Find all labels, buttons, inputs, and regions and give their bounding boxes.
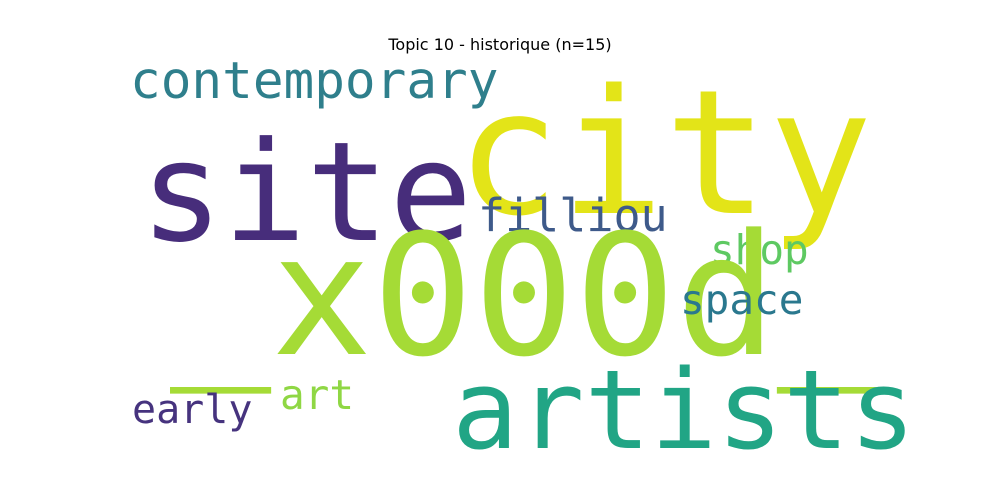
word-x000d: _x000d_ — [170, 198, 879, 394]
word-city: city — [456, 52, 873, 254]
word-filliou: filliou — [478, 189, 668, 242]
word-site: site — [140, 112, 473, 273]
chart-title: Topic 10 - historique (n=15) — [388, 35, 612, 54]
word-early: early — [132, 387, 253, 433]
word-space: space — [680, 276, 804, 324]
word-artists: artists — [452, 346, 916, 474]
word-shop: shop — [710, 226, 809, 274]
word-art: art — [280, 371, 355, 419]
word-contemporary: contemporary — [130, 52, 499, 111]
